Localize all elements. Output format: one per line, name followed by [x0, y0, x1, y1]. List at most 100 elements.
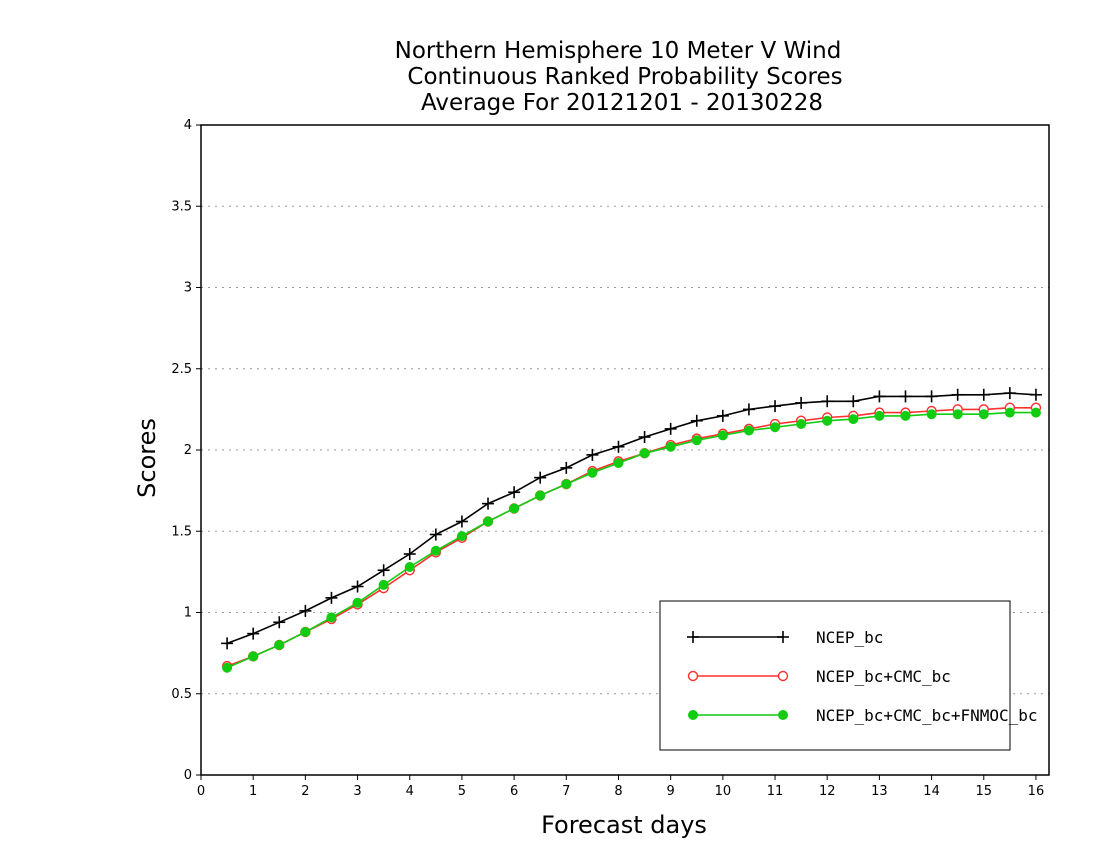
filled-circle-marker — [535, 490, 546, 501]
y-tick-label: 2.5 — [171, 362, 192, 377]
plus-marker — [873, 390, 886, 403]
y-tick-label: 2 — [184, 443, 192, 458]
filled-circle-marker — [1004, 407, 1015, 418]
filled-circle-marker — [274, 640, 285, 650]
x-axis-label: Forecast days — [541, 811, 707, 839]
chart-title: Northern Hemisphere 10 Meter V Wind Cont… — [395, 38, 843, 116]
x-tick-label: 12 — [819, 784, 836, 799]
y-tick-label: 0.5 — [171, 687, 192, 702]
plus-marker — [1003, 387, 1016, 400]
plus-marker — [742, 403, 755, 416]
plus-marker — [351, 580, 364, 593]
y-tick-label: 4 — [184, 118, 192, 133]
plus-marker — [977, 388, 990, 401]
x-tick-label: 16 — [1028, 784, 1045, 799]
plus-marker — [325, 591, 338, 604]
filled-circle-marker — [770, 422, 781, 433]
legend-entry: NCEP_bc+CMC_bc+FNMOC_bc — [688, 706, 1038, 725]
series-lines — [221, 387, 1042, 673]
legend-entries: NCEP_bc NCEP_bc+CMC_bc NCEP_bc+CMC_bc+FNMO… — [687, 628, 1038, 725]
filled-circle-marker — [665, 441, 676, 452]
plus-marker — [777, 631, 789, 643]
y-tick-label: 1.5 — [171, 524, 192, 539]
filled-circle-marker — [378, 579, 389, 590]
plus-marker — [612, 440, 625, 453]
filled-circle-marker — [691, 435, 702, 446]
y-axis-label: Scores — [133, 418, 161, 498]
filled-circle-marker — [326, 612, 337, 623]
filled-circle-marker — [874, 410, 885, 421]
plus-marker — [586, 448, 599, 461]
filled-circle-marker — [688, 710, 698, 720]
plus-marker — [560, 461, 573, 474]
x-tick-label: 11 — [767, 784, 784, 799]
plus-marker — [247, 627, 260, 640]
title-line-2: Continuous Ranked Probability Scores — [407, 64, 842, 90]
x-tick-label: 10 — [715, 784, 732, 799]
filled-circle-marker — [613, 458, 624, 468]
filled-circle-marker — [778, 710, 788, 720]
plus-marker — [1029, 388, 1042, 401]
filled-circle-marker — [456, 531, 467, 542]
legend-label: NCEP_bc+CMC_bc — [816, 667, 951, 686]
plus-marker — [482, 497, 495, 510]
plus-marker — [429, 528, 442, 541]
x-tick-label: 13 — [871, 784, 888, 799]
filled-circle-marker — [822, 415, 833, 426]
filled-circle-marker — [743, 425, 754, 436]
open-circle-marker — [687, 670, 699, 682]
x-tick-label: 4 — [406, 784, 414, 799]
legend-entry: NCEP_bc+CMC_bc — [687, 667, 951, 686]
plus-marker — [638, 431, 651, 443]
plus-marker — [534, 471, 547, 484]
plus-marker — [455, 515, 468, 528]
filled-circle-marker — [952, 409, 963, 420]
x-tick-label: 3 — [353, 784, 361, 799]
filled-circle-marker — [639, 448, 650, 459]
plus-marker — [769, 400, 782, 413]
x-tick-label: 6 — [510, 784, 518, 799]
filled-circle-marker — [926, 409, 937, 420]
filled-circle-marker — [900, 410, 911, 421]
plus-marker — [899, 390, 912, 403]
plus-marker — [690, 414, 703, 427]
plus-marker — [925, 390, 938, 403]
x-tick-label: 2 — [301, 784, 309, 799]
plus-marker — [795, 396, 808, 409]
plus-marker — [847, 395, 860, 408]
filled-circle-marker — [248, 651, 259, 662]
series-1 — [221, 387, 1042, 650]
filled-circle-marker — [796, 419, 807, 429]
x-tick-label: 9 — [667, 784, 675, 799]
filled-circle-marker — [509, 503, 520, 514]
x-tick-label: 14 — [923, 784, 940, 799]
open-circle-marker — [777, 670, 789, 682]
plus-marker — [273, 616, 286, 629]
plus-marker — [508, 486, 521, 499]
filled-circle-marker — [587, 467, 598, 478]
filled-circle-marker — [717, 430, 728, 441]
axis-ticks: 00.511.522.533.540 1 2 3 4 5 6 7 8 9 10 11 12 13 14 15 1… — [171, 118, 1044, 799]
plus-marker — [221, 637, 234, 650]
plus-marker — [716, 409, 729, 422]
x-tick-label: 0 — [197, 784, 205, 799]
filled-circle-marker — [352, 597, 363, 608]
title-line-3: Average For 20121201 - 20130228 — [421, 90, 823, 116]
plus-marker — [687, 631, 699, 643]
y-tick-label: 3.5 — [171, 199, 192, 214]
legend: NCEP_bc NCEP_bc+CMC_bc NCEP_bc+CMC_bc+FNMO… — [659, 600, 1038, 751]
filled-circle-marker — [300, 627, 311, 637]
series-3 — [222, 407, 1041, 673]
x-tick-label: 1 — [249, 784, 257, 799]
title-line-1: Northern Hemisphere 10 Meter V Wind — [395, 38, 842, 64]
filled-circle-marker — [1030, 407, 1041, 418]
legend-label: NCEP_bc — [816, 628, 883, 647]
y-tick-label: 3 — [184, 281, 192, 296]
x-tick-label: 15 — [975, 784, 992, 799]
plus-marker — [664, 422, 677, 435]
plus-marker — [299, 604, 312, 617]
plus-marker — [403, 548, 416, 560]
filled-circle-marker — [222, 662, 233, 673]
filled-circle-marker — [430, 545, 441, 556]
